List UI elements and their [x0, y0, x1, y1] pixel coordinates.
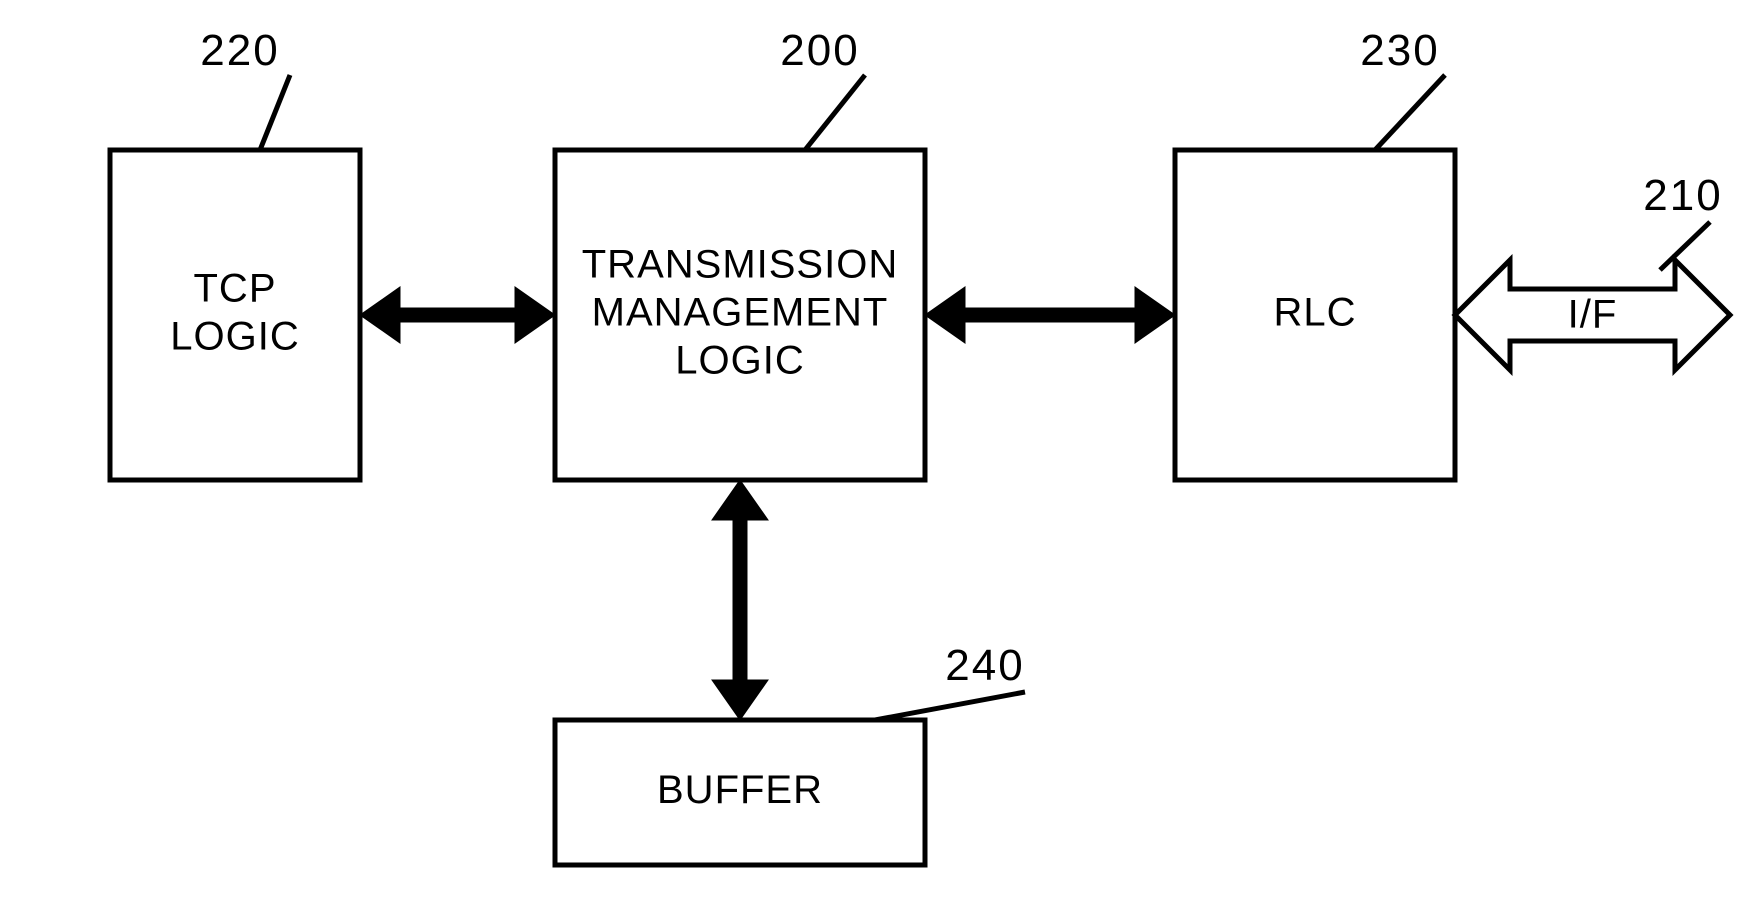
arrow-tcp-tml	[360, 287, 555, 343]
tml-label-1: MANAGEMENT	[592, 291, 889, 335]
rlc-label-0: RLC	[1273, 291, 1356, 335]
buffer-label-0: BUFFER	[657, 768, 823, 812]
tcp-ref: 220	[200, 26, 279, 75]
tml-ref: 200	[780, 26, 859, 75]
tcp-label-1: LOGIC	[170, 315, 299, 359]
buffer-ref: 240	[945, 641, 1024, 690]
tml-label-2: LOGIC	[675, 339, 804, 383]
if-ref: 210	[1643, 171, 1722, 220]
if-label: I/F	[1568, 293, 1618, 337]
tml-leader	[805, 75, 865, 150]
tml-label-0: TRANSMISSION	[582, 243, 898, 287]
arrow-tml-buffer	[712, 480, 768, 720]
rlc-ref: 230	[1360, 26, 1439, 75]
arrow-tml-rlc	[925, 287, 1175, 343]
if-leader	[1660, 222, 1710, 270]
rlc-leader	[1375, 75, 1445, 150]
tcp-label-0: TCP	[194, 267, 277, 311]
buffer-leader	[875, 692, 1025, 720]
tcp-leader	[260, 75, 290, 150]
